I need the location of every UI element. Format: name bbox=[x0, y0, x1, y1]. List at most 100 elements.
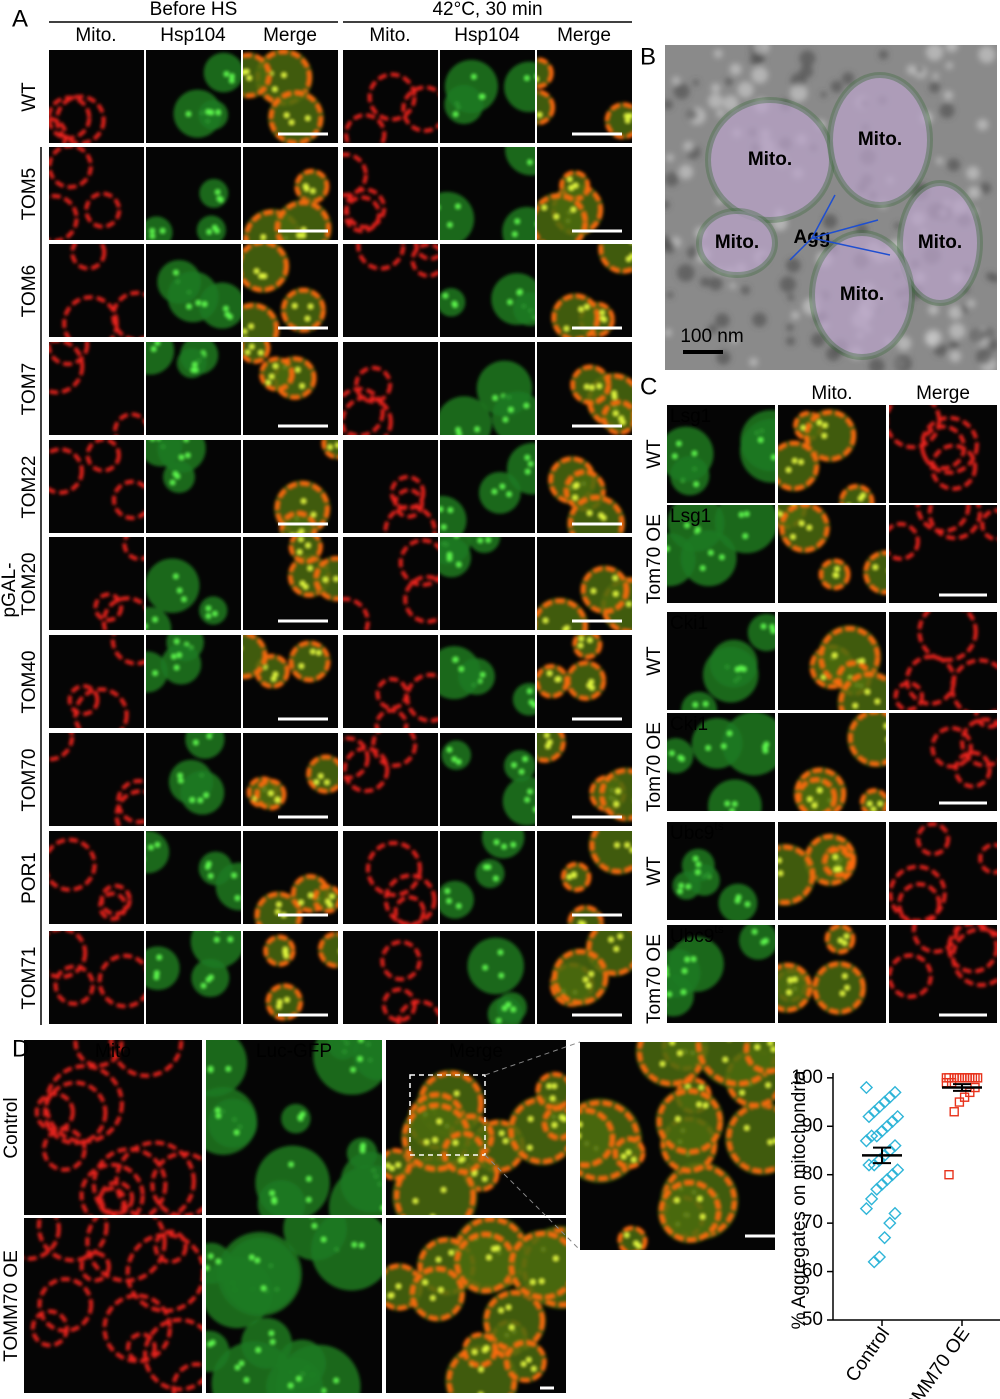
punctum bbox=[249, 1254, 255, 1260]
punctum bbox=[527, 789, 533, 795]
em-grain bbox=[737, 81, 754, 98]
em-grain bbox=[943, 90, 954, 101]
punctum bbox=[817, 787, 823, 793]
micrograph bbox=[667, 713, 775, 811]
micrograph bbox=[243, 440, 338, 533]
punctum bbox=[234, 895, 240, 901]
punctum bbox=[152, 617, 158, 623]
punctum bbox=[693, 856, 699, 862]
signal bbox=[580, 1042, 775, 1250]
mito-ring bbox=[268, 90, 324, 143]
punctum bbox=[677, 888, 683, 894]
data-point bbox=[967, 1073, 978, 1083]
punctum bbox=[351, 1242, 357, 1248]
mito-ring bbox=[344, 187, 387, 230]
cell bbox=[657, 1179, 722, 1244]
data-point bbox=[877, 1231, 892, 1245]
punctum bbox=[453, 656, 459, 662]
punctum bbox=[626, 256, 632, 262]
punctum bbox=[498, 973, 504, 979]
punctum bbox=[282, 946, 288, 952]
punctum bbox=[271, 1199, 277, 1205]
mito-ring bbox=[24, 1218, 61, 1261]
protein-superscript: ts bbox=[714, 819, 723, 833]
cell bbox=[462, 1332, 497, 1368]
mito-ring bbox=[953, 750, 992, 789]
em-grain bbox=[928, 81, 941, 93]
punctum bbox=[482, 1347, 488, 1353]
mito-ring bbox=[343, 395, 393, 435]
cell bbox=[265, 983, 303, 1021]
punctum bbox=[456, 562, 462, 568]
punctum bbox=[588, 971, 594, 977]
punctum bbox=[208, 1253, 214, 1259]
punctum bbox=[762, 744, 768, 750]
data-point bbox=[864, 1192, 879, 1206]
punctum bbox=[146, 624, 148, 629]
punctum bbox=[501, 844, 507, 850]
mito-ring bbox=[85, 1218, 167, 1283]
punctum bbox=[321, 1237, 327, 1243]
punctum bbox=[635, 610, 640, 615]
punctum bbox=[151, 346, 157, 352]
mito-ring bbox=[343, 152, 368, 198]
punctum bbox=[283, 953, 289, 959]
mito-ring bbox=[657, 1088, 723, 1155]
cell bbox=[504, 61, 535, 113]
punctum bbox=[386, 1163, 391, 1169]
punctum bbox=[297, 532, 301, 533]
punctum bbox=[442, 293, 448, 299]
em-grain bbox=[948, 340, 959, 351]
punctum bbox=[773, 1138, 775, 1144]
cell bbox=[176, 348, 207, 378]
mito-ring bbox=[153, 1229, 188, 1264]
data-point bbox=[883, 1216, 897, 1230]
punctum bbox=[149, 233, 155, 239]
punctum bbox=[499, 1130, 505, 1136]
row-label: TOM70 bbox=[19, 748, 40, 811]
punctum bbox=[223, 306, 229, 312]
punctum bbox=[778, 511, 783, 517]
punctum bbox=[329, 893, 335, 899]
punctum bbox=[522, 756, 528, 762]
punctum bbox=[177, 773, 183, 779]
mito-ring bbox=[537, 193, 588, 240]
signal bbox=[440, 537, 501, 578]
punctum bbox=[380, 1206, 382, 1211]
mito-ring bbox=[889, 953, 933, 999]
punctum bbox=[305, 542, 311, 548]
data-point bbox=[859, 1080, 874, 1095]
micrograph bbox=[146, 50, 241, 143]
punctum bbox=[172, 471, 178, 477]
micrograph bbox=[343, 733, 438, 826]
micrograph bbox=[778, 925, 886, 1023]
cell bbox=[198, 100, 229, 130]
mito-ring bbox=[396, 999, 438, 1024]
mito-ring bbox=[91, 1147, 168, 1215]
row-label: Tom70 OE bbox=[644, 722, 665, 812]
mito-ring bbox=[99, 1180, 135, 1215]
punctum bbox=[852, 703, 858, 709]
punctum bbox=[208, 1067, 214, 1073]
punctum bbox=[493, 876, 499, 882]
signal bbox=[537, 733, 632, 822]
em-grain bbox=[855, 223, 869, 237]
punctum bbox=[613, 591, 619, 597]
cell bbox=[812, 960, 867, 1015]
punctum bbox=[318, 773, 324, 779]
mito-ring bbox=[367, 72, 417, 122]
punctum bbox=[625, 118, 631, 124]
mito-profile bbox=[705, 97, 835, 223]
em-grain bbox=[811, 332, 826, 347]
punctum bbox=[816, 420, 822, 426]
punctum bbox=[792, 977, 798, 983]
data-point bbox=[959, 1092, 970, 1102]
x-tick-label: TOMM70 OE bbox=[893, 1324, 974, 1399]
mito-ring bbox=[306, 754, 338, 794]
em-grain bbox=[729, 282, 736, 289]
em-grain bbox=[708, 276, 723, 291]
punctum bbox=[229, 78, 235, 84]
punctum bbox=[533, 807, 535, 812]
punctum bbox=[205, 109, 211, 115]
punctum bbox=[573, 182, 579, 188]
